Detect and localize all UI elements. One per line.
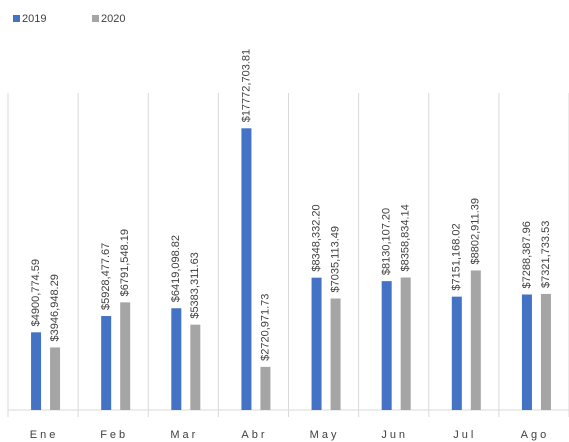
- data-label: $17772,703.81: [240, 49, 252, 122]
- data-label: $6419,098.82: [170, 235, 182, 302]
- legend-label: 2020: [101, 13, 125, 25]
- bar: [190, 324, 201, 410]
- data-label: $4900,774.59: [30, 259, 42, 326]
- x-tick-label: Mar: [170, 429, 198, 441]
- data-label: $8358,834.14: [400, 204, 412, 271]
- x-tick-label: Feb: [100, 429, 128, 441]
- legend-label: 2019: [22, 13, 46, 25]
- bar: [50, 347, 61, 410]
- bar: [451, 296, 462, 410]
- data-label: $5383,311.63: [189, 252, 201, 318]
- data-label: $7321,733.53: [540, 221, 552, 288]
- data-label: $8802,911.39: [470, 198, 482, 264]
- data-label: $8130,107.20: [381, 208, 393, 275]
- bar: [171, 308, 182, 410]
- bar: [241, 128, 252, 410]
- bar: [381, 281, 392, 410]
- x-tick-label: Jul: [453, 429, 476, 441]
- data-label: $2720,971.73: [259, 294, 271, 361]
- bar: [311, 277, 322, 410]
- bar: [260, 366, 271, 410]
- bar: [470, 270, 481, 410]
- bar: [540, 293, 551, 410]
- x-tick-label: Abr: [241, 429, 267, 441]
- data-label: $5928,477.67: [100, 243, 112, 310]
- bar: [330, 298, 341, 410]
- x-tick-label: Jun: [381, 429, 408, 441]
- x-tick-label: Ene: [30, 429, 59, 441]
- data-label: $7288,387.96: [521, 221, 533, 288]
- bar: [101, 316, 112, 410]
- legend-swatch: [92, 15, 99, 22]
- legend-swatch: [13, 15, 20, 22]
- data-label: $7035,113.49: [329, 226, 341, 292]
- data-label: $3946,948.29: [49, 274, 61, 341]
- bar: [521, 294, 532, 410]
- data-label: $7151,168.02: [451, 223, 463, 290]
- x-tick-label: May: [310, 429, 340, 441]
- x-tick-label: Ago: [521, 429, 550, 441]
- bar: [31, 332, 42, 410]
- bar: [400, 277, 411, 410]
- bar: [120, 302, 131, 410]
- data-label: $6791,548.19: [119, 229, 131, 296]
- data-label: $8348,332.20: [310, 204, 322, 271]
